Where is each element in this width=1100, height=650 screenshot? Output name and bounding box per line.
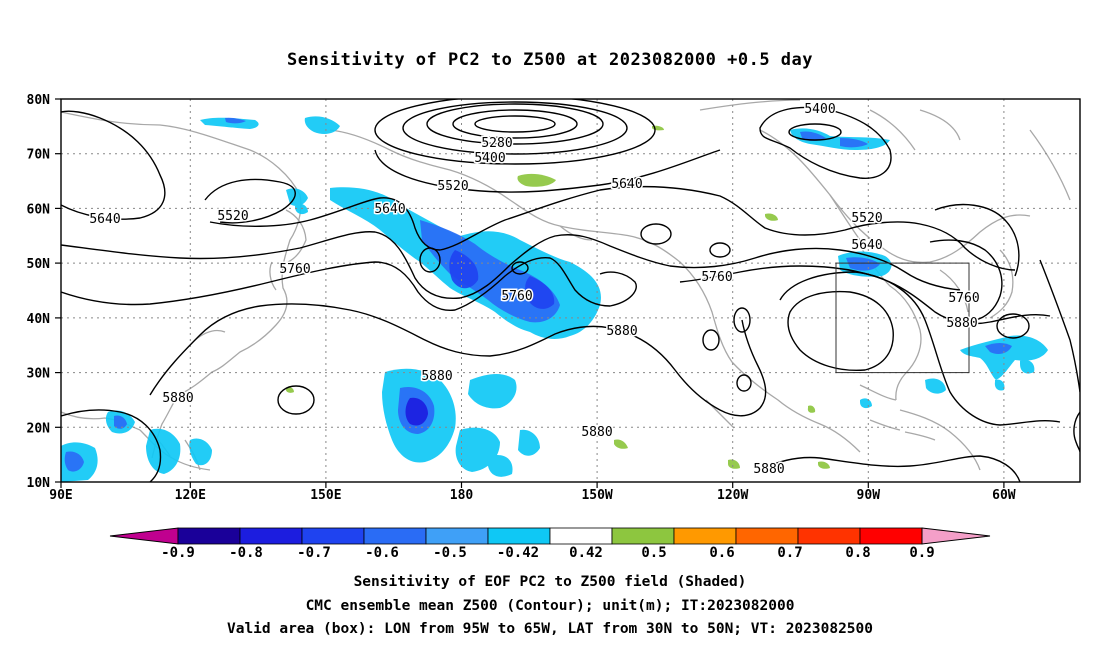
colorbar-segment: [859, 527, 923, 545]
lon-label: 120E: [175, 488, 206, 503]
lat-label: 40N: [27, 312, 51, 327]
gridlines: [61, 99, 1080, 482]
lon-label: 60W: [992, 488, 1016, 503]
lon-label: 120W: [717, 488, 748, 503]
colorbar-label: 0.9: [909, 545, 934, 561]
colorbar: [109, 527, 991, 545]
contour-label: 5760: [501, 289, 532, 304]
contour-label: 5280: [481, 136, 512, 151]
lat-label: 50N: [27, 257, 51, 272]
lon-label: 150W: [581, 488, 612, 503]
colorbar-segment: [673, 527, 737, 545]
contour-label: 5520: [851, 211, 882, 226]
colorbar-segment: [549, 527, 613, 545]
colorbar-label: -0.7: [297, 545, 331, 561]
contour-label: 5760: [279, 262, 310, 277]
lat-label: 70N: [27, 148, 51, 163]
colorbar-left-triangle: [109, 527, 179, 545]
colorbar-right-triangle: [921, 527, 991, 545]
colorbar-segment: [611, 527, 675, 545]
contour-label: 5880: [946, 316, 977, 331]
contour-label: 5520: [217, 209, 248, 224]
lat-label: 30N: [27, 367, 51, 382]
contour-label: 5880: [753, 462, 784, 477]
caption-shaded: Sensitivity of EOF PC2 to Z500 field (Sh…: [353, 574, 747, 590]
lat-label: 80N: [27, 93, 51, 108]
axis-ticks: [55, 98, 1005, 488]
lon-label: 150E: [310, 488, 341, 503]
map-title: Sensitivity of PC2 to Z500 at 2023082000…: [286, 50, 813, 70]
contour-label: 5640: [611, 177, 642, 192]
colorbar-label: 0.7: [777, 545, 802, 561]
colorbar-label: 0.8: [845, 545, 870, 561]
colorbar-label: -0.42: [497, 545, 539, 561]
colorbar-segment: [239, 527, 303, 545]
colorbar-label: 0.5: [641, 545, 666, 561]
colorbar-label: -0.8: [229, 545, 263, 561]
contour-labels: 5400 5280 5400 5520 5640 5640 5520 5640 …: [88, 101, 981, 479]
colorbar-segment: [425, 527, 489, 545]
colorbar-segment: [735, 527, 799, 545]
contour-label: 5760: [948, 291, 979, 306]
contour-label: 5640: [89, 212, 120, 227]
contour-label: 5880: [606, 324, 637, 339]
contour-label: 5520: [437, 179, 468, 194]
contour-label: 5880: [581, 425, 612, 440]
lat-label: 10N: [27, 476, 51, 491]
colorbar-label: -0.6: [365, 545, 399, 561]
colorbar-label: 0.42: [569, 545, 603, 561]
colorbar-segment: [797, 527, 861, 545]
colorbar-label: -0.9: [161, 545, 195, 561]
contour-label: 5640: [851, 238, 882, 253]
lat-label: 20N: [27, 421, 51, 436]
contour-label: 5400: [804, 102, 835, 117]
colorbar-segment: [301, 527, 365, 545]
lon-label: 90W: [857, 488, 881, 503]
colorbar-segment: [363, 527, 427, 545]
contour-label: 5880: [421, 369, 452, 384]
z500-contours: [61, 99, 1080, 482]
lat-label: 60N: [27, 202, 51, 217]
contour-label: 5640: [374, 202, 405, 217]
contour-label: 5760: [701, 270, 732, 285]
lon-label: 180: [450, 488, 474, 503]
colorbar-label: 0.6: [709, 545, 734, 561]
caption-contour: CMC ensemble mean Z500 (Contour); unit(m…: [305, 598, 795, 614]
contour-label: 5880: [162, 391, 193, 406]
colorbar-segment: [177, 527, 241, 545]
valid-area-box: [835, 262, 970, 374]
map-frame: [60, 98, 1081, 483]
contour-label: 5400: [474, 151, 505, 166]
caption-valid-area: Valid area (box): LON from 95W to 65W, L…: [226, 621, 873, 637]
lon-label: 90E: [49, 488, 72, 503]
colorbar-label: -0.5: [433, 545, 467, 561]
colorbar-segment: [487, 527, 551, 545]
